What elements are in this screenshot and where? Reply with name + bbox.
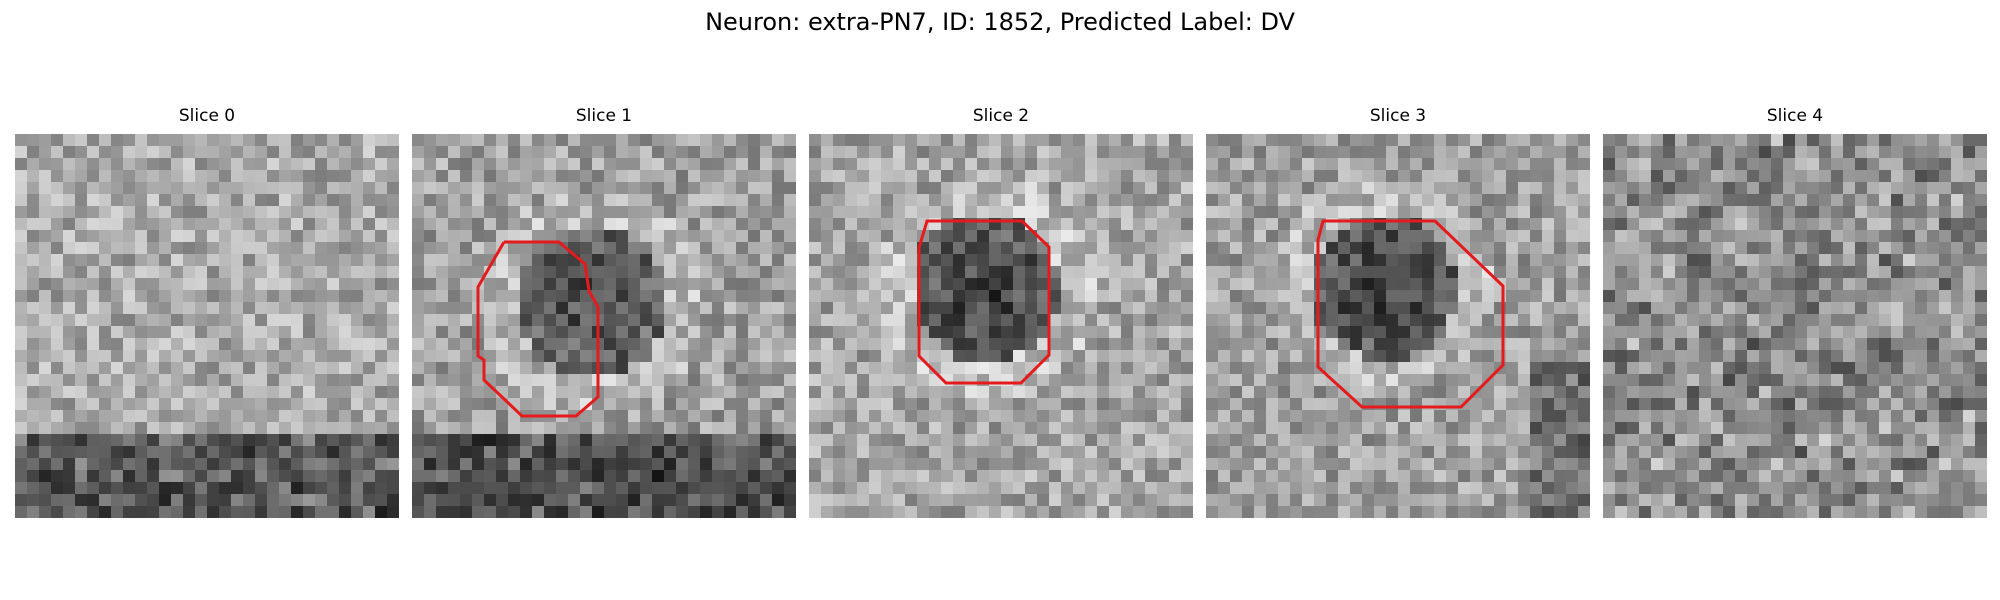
slice-image: [1206, 134, 1590, 518]
slice-title: Slice 1: [575, 106, 633, 126]
slice-image: [1603, 134, 1987, 518]
slice-panel-2: Slice 2: [809, 106, 1193, 518]
neuron-contour: [476, 240, 600, 418]
neuron-contour: [917, 219, 1051, 385]
slice-title: Slice 4: [1766, 106, 1824, 126]
slice-panel-1: Slice 1: [412, 106, 796, 518]
slice-image: [412, 134, 796, 518]
slice-image: [809, 134, 1193, 518]
slice-panel-3: Slice 3: [1206, 106, 1590, 518]
slice-title: Slice 0: [178, 106, 236, 126]
slice-title: Slice 3: [1369, 106, 1427, 126]
slice-image: [15, 134, 399, 518]
slice-title: Slice 2: [972, 106, 1030, 126]
neuron-contour: [1316, 219, 1505, 409]
slice-panel-4: Slice 4: [1603, 106, 1987, 518]
figure-title: Neuron: extra-PN7, ID: 1852, Predicted L…: [705, 8, 1295, 36]
slice-panel-0: Slice 0: [15, 106, 399, 518]
